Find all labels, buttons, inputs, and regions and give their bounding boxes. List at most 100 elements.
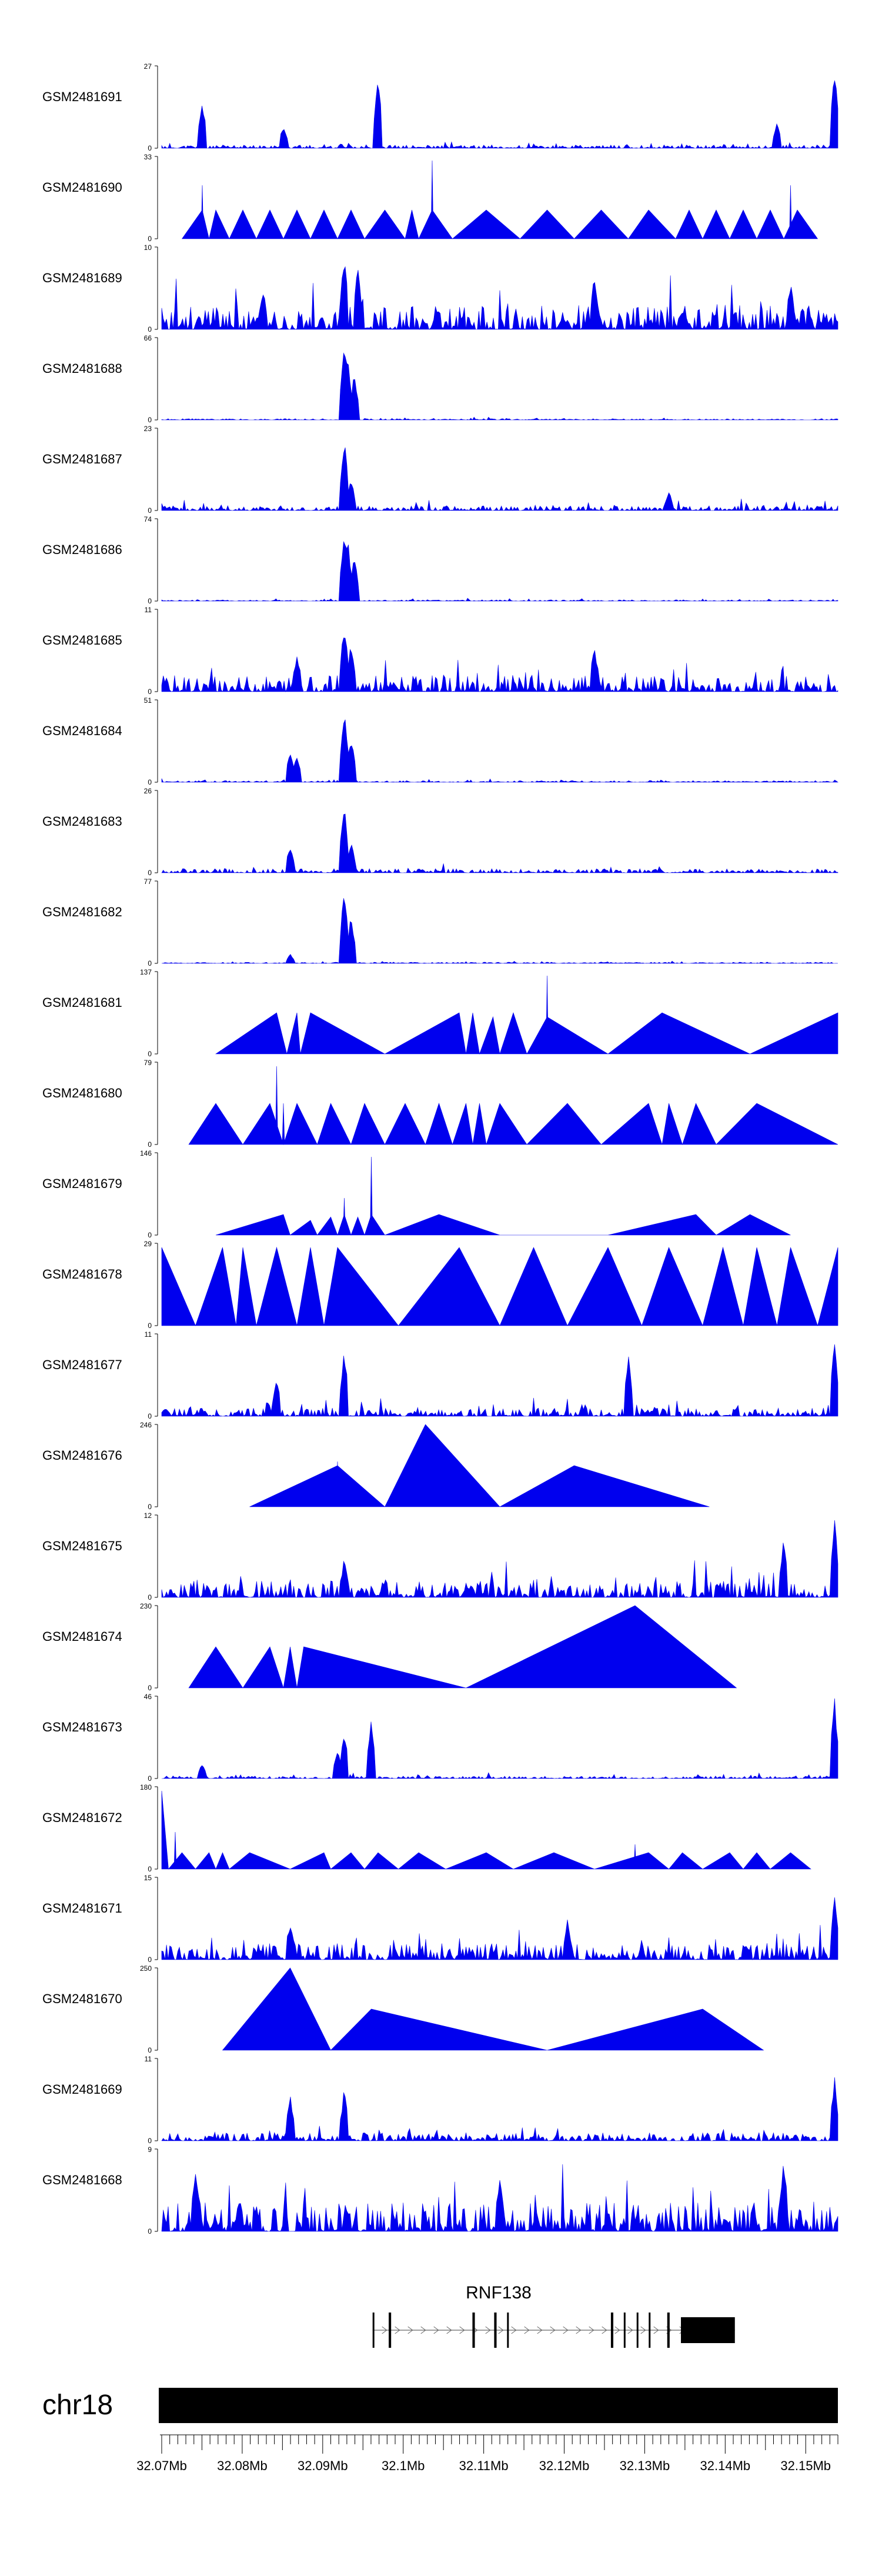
strand-arrow (395, 2326, 400, 2334)
track-GSM2481685: GSM2481685 11 0 (42, 606, 838, 696)
track-GSM2481672: GSM2481672 180 0 (42, 1783, 811, 1873)
coverage-area (161, 813, 838, 873)
y-axis-min: 0 (148, 416, 152, 424)
track-label: GSM2481678 (42, 1267, 122, 1282)
track-label: GSM2481672 (42, 1810, 122, 1825)
y-axis-min: 0 (148, 959, 152, 967)
track-label: GSM2481674 (42, 1629, 122, 1644)
y-axis-min: 0 (148, 688, 152, 696)
strand-arrow (498, 2326, 504, 2334)
coverage-area (161, 447, 838, 511)
strand-arrow (563, 2326, 569, 2334)
track-label: GSM2481680 (42, 1086, 122, 1100)
track-label: GSM2481670 (42, 1991, 122, 2006)
axis-tick-label: 32.1Mb (382, 2458, 425, 2473)
y-axis-max: 10 (144, 243, 152, 252)
track-label: GSM2481683 (42, 814, 122, 829)
exon (507, 2313, 509, 2348)
strand-arrow (550, 2326, 556, 2334)
y-axis-min: 0 (148, 1956, 152, 1964)
track-label: GSM2481688 (42, 361, 122, 376)
y-axis-max: 11 (145, 606, 152, 614)
track-GSM2481681: GSM2481681 137 0 (42, 968, 838, 1058)
y-axis-max: 33 (144, 153, 152, 161)
y-axis-min: 0 (148, 1412, 152, 1420)
y-axis-min: 0 (148, 1322, 152, 1330)
coverage-area (161, 2077, 838, 2142)
strand-arrow (433, 2326, 439, 2334)
exon (667, 2313, 670, 2348)
track-label: GSM2481671 (42, 1901, 122, 1916)
track-label: GSM2481682 (42, 905, 122, 919)
coverage-area (188, 1066, 838, 1145)
coverage-area (161, 266, 838, 331)
y-axis-min: 0 (148, 144, 152, 152)
track-GSM2481691: GSM2481691 27 0 (42, 62, 838, 152)
exon (649, 2313, 651, 2348)
exon (472, 2313, 475, 2348)
track-label: GSM2481669 (42, 2082, 122, 2097)
strand-arrow (524, 2326, 530, 2334)
y-axis-max: 180 (140, 1783, 152, 1791)
y-axis-min: 0 (148, 325, 152, 333)
coverage-area (161, 898, 838, 964)
y-axis-max: 77 (144, 877, 152, 886)
coverage-area (162, 1698, 838, 1779)
coverage-area (161, 1246, 838, 1327)
y-axis-max: 250 (140, 1964, 152, 1973)
track-label: GSM2481691 (42, 89, 122, 104)
coverage-area (161, 638, 838, 693)
y-axis-min: 0 (148, 597, 152, 605)
track-GSM2481676: GSM2481676 246 0 (42, 1421, 710, 1511)
axis-tick-label: 32.09Mb (298, 2458, 348, 2473)
exon (389, 2313, 392, 2348)
y-axis-max: 23 (144, 425, 152, 433)
coverage-area (161, 80, 838, 149)
track-GSM2481677: GSM2481677 11 0 (42, 1330, 838, 1420)
gene-model: RNF138 (372, 2283, 735, 2348)
track-label: GSM2481675 (42, 1539, 122, 1553)
chromosome-band (159, 2388, 838, 2423)
axis-tick-label: 32.08Mb (217, 2458, 268, 2473)
strand-arrow (446, 2326, 452, 2334)
track-label: GSM2481690 (42, 180, 122, 195)
y-axis-max: 246 (140, 1421, 152, 1429)
coverage-area (161, 1344, 838, 1417)
coverage-area (215, 975, 838, 1055)
strand-arrow (602, 2326, 607, 2334)
y-axis-max: 11 (145, 1330, 152, 1339)
axis-tick-label: 32.11Mb (459, 2458, 509, 2473)
track-GSM2481689: GSM2481689 10 0 (42, 243, 838, 333)
track-GSM2481684: GSM2481684 51 0 (42, 696, 838, 786)
track-label: GSM2481677 (42, 1357, 122, 1372)
y-axis-min: 0 (148, 1050, 152, 1058)
track-GSM2481683: GSM2481683 26 0 (42, 787, 838, 877)
y-axis-max: 66 (144, 334, 152, 342)
track-label: GSM2481684 (42, 723, 122, 738)
track-GSM2481678: GSM2481678 29 0 (42, 1240, 838, 1330)
exon (636, 2313, 639, 2348)
y-axis-max: 46 (144, 1693, 152, 1701)
y-axis-max: 74 (144, 515, 152, 523)
track-GSM2481688: GSM2481688 66 0 (42, 334, 838, 424)
track-label: GSM2481687 (42, 452, 122, 466)
track-GSM2481673: GSM2481673 46 0 (42, 1693, 838, 1783)
track-GSM2481680: GSM2481680 79 0 (42, 1059, 838, 1149)
axis-tick-label: 32.14Mb (700, 2458, 751, 2473)
y-axis-max: 27 (144, 62, 152, 71)
y-axis-max: 26 (144, 787, 152, 795)
y-axis-max: 79 (144, 1059, 152, 1067)
y-axis-max: 12 (144, 1511, 152, 1520)
y-axis-max: 51 (144, 696, 152, 705)
coverage-tracks: GSM2481691270GSM2481690330GSM2481689100G… (42, 62, 838, 2235)
y-axis-min: 0 (148, 869, 152, 877)
y-axis-min: 0 (148, 1774, 152, 1783)
coverage-area (249, 1424, 710, 1507)
strand-arrow (420, 2326, 426, 2334)
exon (610, 2313, 614, 2348)
coverage-area (161, 1897, 838, 1960)
coverage-area (222, 1967, 764, 2051)
y-axis-max: 230 (140, 1602, 152, 1610)
track-label: GSM2481673 (42, 1720, 122, 1734)
coverage-area (161, 1520, 838, 1599)
